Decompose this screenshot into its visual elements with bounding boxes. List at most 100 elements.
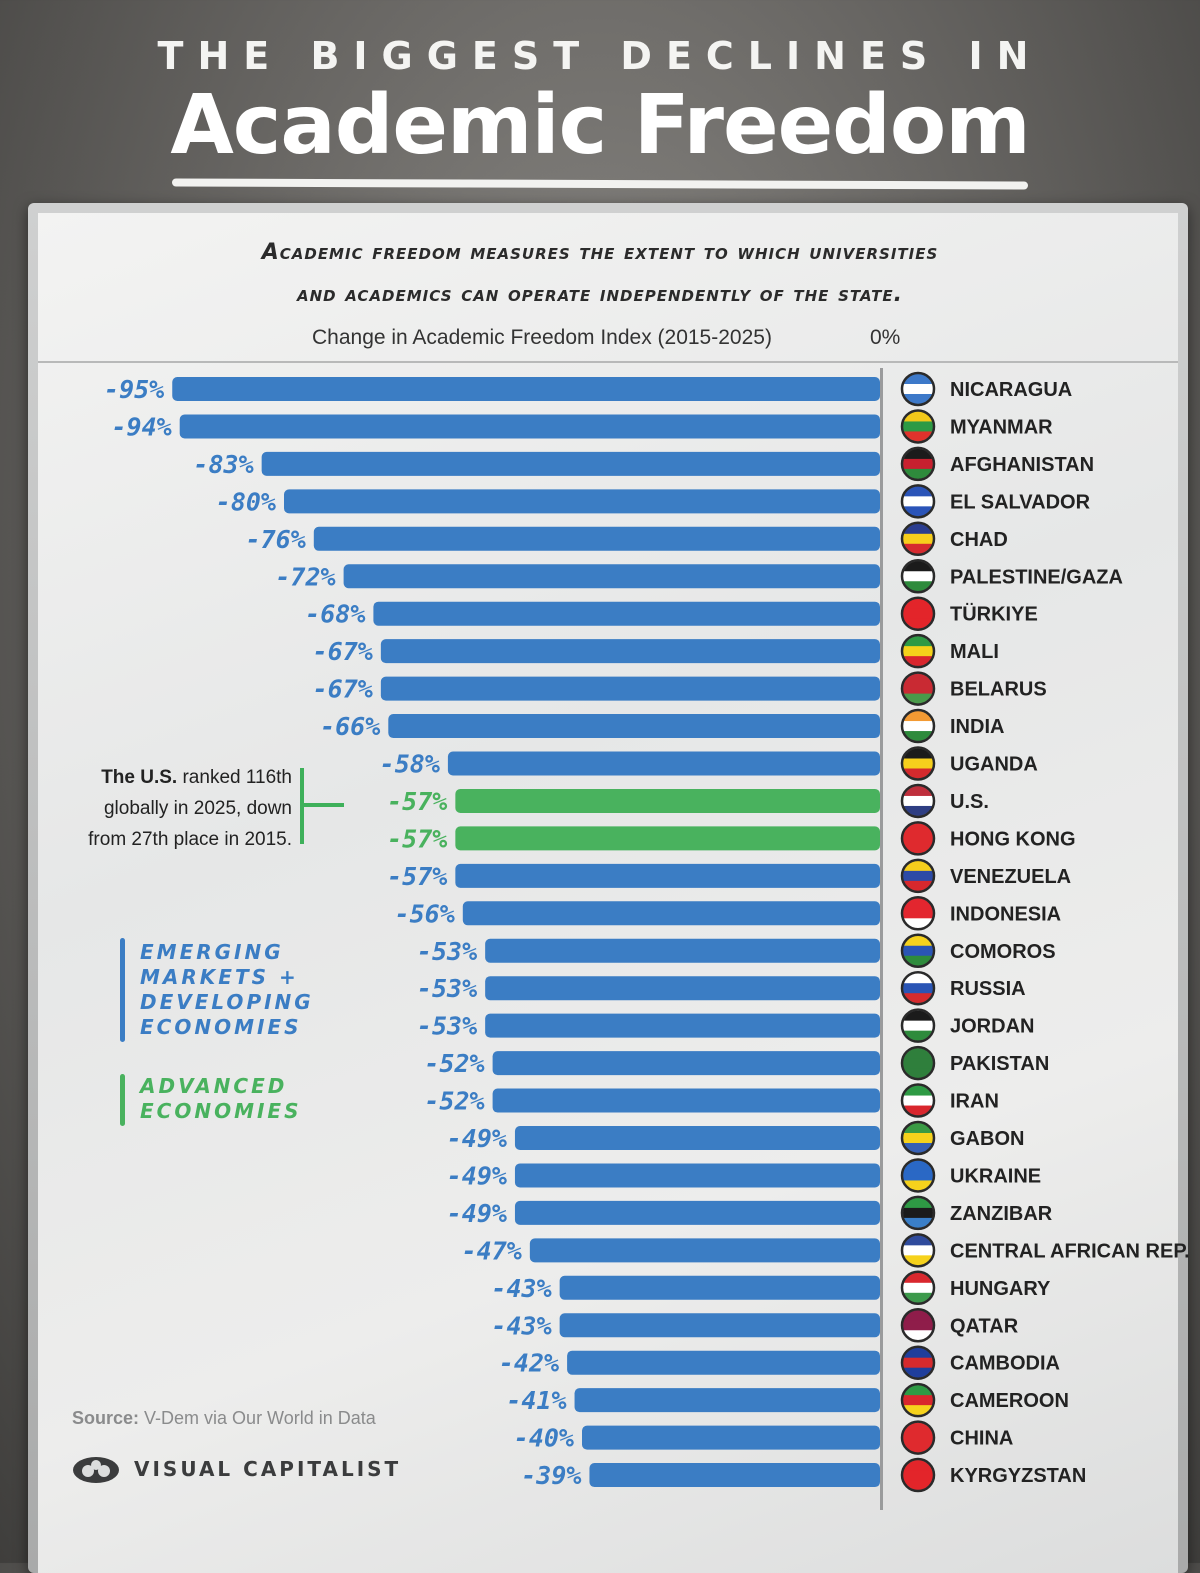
- country-label: JORDAN: [950, 1016, 1034, 1038]
- bar-value-label: -40%: [514, 1424, 574, 1453]
- bar: [589, 1463, 880, 1488]
- us-annotation-line-2: globally in 2025, down: [103, 798, 292, 819]
- bar-value-label: -49%: [447, 1124, 507, 1153]
- country-flag-icon: [900, 633, 936, 669]
- visual-capitalist-logo-icon: [73, 1457, 119, 1483]
- country-label: TÜRKIYE: [950, 603, 1038, 626]
- legend-advanced-label: Advanced Economies: [140, 1074, 360, 1124]
- legend-emerging-line-2: Markets +: [140, 965, 299, 989]
- bar-value-label: -53%: [417, 974, 477, 1003]
- bar-value-label: -43%: [491, 1311, 551, 1340]
- bar: [455, 826, 880, 851]
- bar-value-label: -80%: [216, 487, 276, 516]
- bar: [492, 1088, 880, 1113]
- bar: [559, 1313, 880, 1338]
- country-label: ZANZIBAR: [950, 1203, 1053, 1225]
- bar-value-label: -43%: [491, 1274, 551, 1303]
- bar: [343, 564, 881, 589]
- bar: [172, 377, 880, 401]
- country-label: COMOROS: [950, 941, 1056, 963]
- bar-value-label: -67%: [313, 637, 373, 666]
- legend-advanced-line-1: Advanced: [140, 1074, 288, 1098]
- country-flag-icon: [900, 596, 936, 631]
- country-label: BELARUS: [950, 679, 1047, 701]
- bar: [485, 938, 880, 963]
- bar-value-label: -52%: [424, 1049, 484, 1078]
- country-label: MALI: [950, 641, 999, 663]
- brand: VISUAL CAPITALIST: [72, 1452, 401, 1486]
- country-flag-icon: [900, 1457, 936, 1493]
- country-label: UGANDA: [950, 754, 1038, 776]
- country-label: RUSSIA: [950, 978, 1026, 1000]
- bar-value-label: -42%: [499, 1349, 559, 1378]
- country-flag-icon: [900, 970, 936, 1006]
- bar: [574, 1388, 880, 1413]
- legend-advanced-swatch: [120, 1074, 125, 1126]
- bar: [388, 714, 880, 739]
- bar-value-label: -66%: [320, 712, 380, 741]
- country-flag-icon: [900, 1158, 936, 1193]
- bar-value-label: -49%: [447, 1161, 507, 1190]
- bar: [485, 976, 880, 1001]
- country-flag-icon: [900, 1308, 936, 1343]
- country-label: KYRGYZSTAN: [950, 1465, 1086, 1487]
- subtitle-line-2: and academics can operate independently …: [297, 282, 903, 307]
- legend-emerging-line-3: Developing: [140, 990, 314, 1014]
- legend-emerging-line-1: Emerging: [140, 940, 284, 964]
- country-flag-icon: [900, 1233, 936, 1268]
- country-flag-icon: [900, 484, 936, 519]
- country-flag-icon: [900, 1270, 936, 1306]
- country-label: NICARAGUA: [950, 379, 1072, 401]
- bar-value-label: -39%: [521, 1461, 581, 1490]
- country-flag-icon: [900, 559, 936, 594]
- bar: [455, 788, 880, 813]
- bar-value-label: -67%: [313, 675, 373, 704]
- bar: [514, 1126, 880, 1150]
- bar-value-label: -76%: [246, 525, 306, 554]
- country-label: AFGHANISTAN: [950, 454, 1094, 476]
- country-flag-icon: [900, 708, 936, 744]
- us-annotation: The U.S. ranked 116th globally in 2025, …: [70, 762, 292, 855]
- bar-value-label: -83%: [193, 450, 253, 479]
- bar: [529, 1238, 880, 1263]
- zero-axis-line: [880, 368, 883, 1510]
- legend-emerging-swatch: [120, 938, 125, 1042]
- bar-value-label: -53%: [417, 1012, 477, 1041]
- country-label: PAKISTAN: [950, 1053, 1049, 1075]
- country-label: HONG KONG: [950, 828, 1076, 850]
- bar: [514, 1163, 880, 1188]
- bar: [455, 863, 880, 888]
- country-label: CHAD: [950, 529, 1008, 551]
- country-flag-icon: [900, 1420, 936, 1455]
- source-note: Source: V-Dem via Our World in Data: [72, 1408, 376, 1429]
- bar: [447, 751, 880, 776]
- country-flag-icon: [900, 746, 936, 781]
- country-label: INDONESIA: [950, 903, 1061, 925]
- source-label: Source:: [72, 1408, 140, 1428]
- bar: [462, 901, 880, 926]
- bar-value-label: -41%: [506, 1386, 566, 1415]
- bar-value-label: -47%: [462, 1236, 522, 1265]
- bar-value-label: -56%: [395, 899, 455, 928]
- bar-value-label: -57%: [387, 824, 447, 853]
- country-label: CAMEROON: [950, 1390, 1069, 1412]
- country-flag-icon: [900, 783, 936, 819]
- header-band: [38, 213, 1178, 363]
- country-label: CHINA: [950, 1428, 1013, 1450]
- page-title: Academic Freedom: [170, 78, 1030, 173]
- bar: [373, 601, 880, 626]
- country-flag-icon: [900, 371, 936, 407]
- country-label: VENEZUELA: [950, 866, 1071, 888]
- us-annotation-line-3: from 27th place in 2015.: [88, 829, 292, 850]
- brand-name: VISUAL CAPITALIST: [134, 1457, 402, 1481]
- bar-value-label: -68%: [305, 600, 365, 629]
- country-label: EL SALVADOR: [950, 491, 1091, 513]
- legend-advanced-line-2: Economies: [140, 1099, 302, 1123]
- bar: [179, 414, 880, 439]
- bar: [492, 1051, 880, 1076]
- bar: [485, 1013, 880, 1038]
- country-flag-icon: [900, 1345, 936, 1380]
- bar: [514, 1200, 880, 1225]
- bar-value-label: -57%: [387, 787, 447, 816]
- country-label: QATAR: [950, 1315, 1019, 1337]
